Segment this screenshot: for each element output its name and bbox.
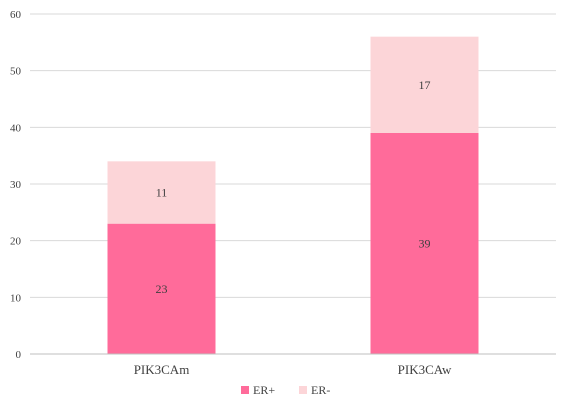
bar-PIK3CAm-series-1 — [107, 161, 216, 224]
y-tick-label: 30 — [10, 179, 22, 191]
y-tick-label: 20 — [10, 236, 22, 248]
x-category-label: PIK3CAm — [134, 362, 190, 377]
legend-swatch-series-0 — [241, 386, 249, 394]
data-label: 39 — [419, 237, 431, 251]
legend-label: ER- — [311, 383, 330, 397]
y-tick-label: 40 — [10, 122, 22, 134]
bar-PIK3CAw-series-1 — [370, 36, 479, 133]
data-labels: 23 11 39 17 — [156, 78, 431, 296]
y-tick-label: 10 — [10, 292, 22, 304]
data-label: 17 — [419, 78, 431, 92]
legend-swatch-series-1 — [299, 386, 307, 394]
bar-PIK3CAm-series-0 — [107, 223, 216, 354]
data-label: 23 — [156, 282, 168, 296]
x-category-label: PIK3CAw — [398, 362, 452, 377]
bars — [107, 36, 479, 354]
y-tick-label: 50 — [10, 66, 22, 78]
x-axis-categories: PIK3CAm PIK3CAw — [134, 362, 452, 377]
y-axis-ticks: 0 10 20 30 40 50 60 — [10, 9, 22, 361]
y-tick-label: 0 — [16, 349, 22, 361]
legend-label: ER+ — [253, 383, 275, 397]
legend: ER+ ER- — [241, 383, 330, 397]
bar-PIK3CAw-series-0 — [370, 133, 479, 354]
y-tick-label: 60 — [10, 9, 22, 21]
data-label: 11 — [156, 186, 168, 200]
